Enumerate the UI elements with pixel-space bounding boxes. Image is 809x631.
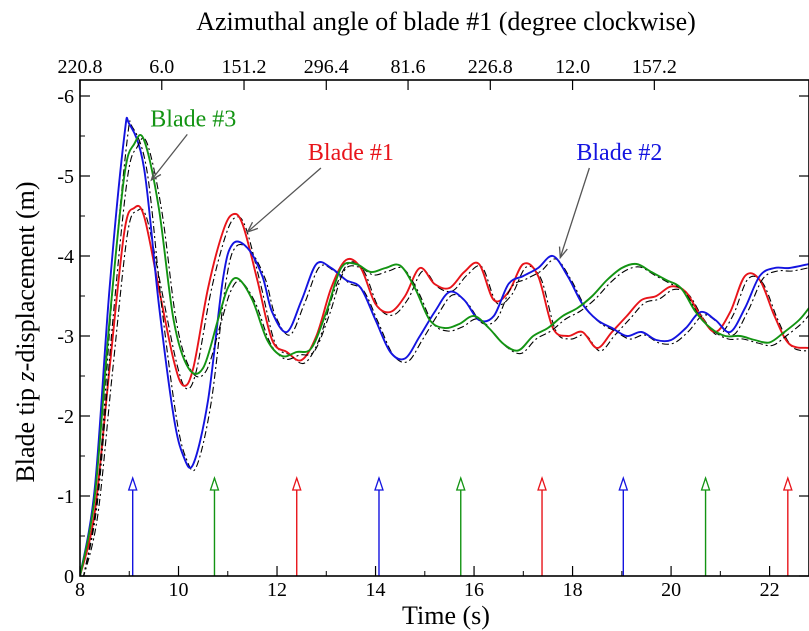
markers-layer	[127, 475, 793, 576]
top-tick-label-7: 157.2	[632, 56, 677, 78]
blade-arrowhead-2	[558, 246, 568, 260]
blade-label-2: Blade #2	[576, 140, 662, 166]
blade-arrow-3	[150, 133, 188, 181]
blade-arrowhead-1	[246, 221, 259, 234]
x-tick-label-0: 8	[75, 579, 85, 601]
blade-arrow-1	[247, 167, 322, 233]
top-tick-label-5: 226.8	[468, 56, 513, 78]
y-tick-label-2: -2	[57, 406, 74, 428]
blade-arrowhead-3	[150, 169, 162, 182]
series-line-blade-2	[80, 116, 809, 576]
marker-arrowhead-2	[209, 475, 220, 491]
top-tick-label-3: 296.4	[304, 56, 349, 78]
x-tick-label-2: 12	[267, 579, 287, 601]
marker-arrowhead-3	[291, 475, 302, 491]
y-tick-label-5: -5	[57, 166, 74, 188]
y-tick-label-1: -1	[57, 486, 74, 508]
reference-curve-3	[83, 137, 809, 576]
annotations-layer: Blade #1 Blade #2 Blade #3	[150, 106, 662, 260]
y-axis-title-suffix: -displacement (m)	[11, 181, 40, 371]
plot-frame	[79, 79, 809, 577]
series-line-blade-3	[80, 134, 809, 576]
top-tick-label-6: 12.0	[555, 56, 590, 78]
x-tick-label-4: 16	[464, 579, 484, 601]
marker-arrowhead-6	[537, 475, 547, 491]
y-tick-label-0: 0	[64, 566, 74, 588]
curves-layer	[80, 116, 809, 576]
y-tick-label-6: -6	[57, 86, 74, 108]
top-axis-title: Azimuthal angle of blade #1 (degree cloc…	[196, 7, 696, 36]
top-tick-label-1: 6.0	[149, 56, 174, 78]
blade-label-1: Blade #1	[308, 140, 394, 166]
marker-arrowhead-8	[700, 475, 711, 491]
y-axis-title-variable: z	[11, 371, 40, 382]
y-tick-label-3: -3	[57, 326, 74, 348]
blade-arrow-2	[559, 167, 590, 258]
series-line-blade-1	[80, 204, 809, 576]
top-tick-label-2: 151.2	[222, 56, 267, 78]
reference-curve-1	[83, 208, 809, 576]
marker-arrowhead-9	[782, 475, 793, 491]
marker-arrowhead-5	[455, 475, 466, 491]
curves-clipped	[80, 116, 809, 576]
y-tick-label-4: -4	[57, 246, 74, 268]
x-tick-label-1: 10	[169, 579, 189, 601]
x-tick-label-6: 20	[661, 579, 681, 601]
x-tick-label-5: 18	[563, 579, 583, 601]
reference-curve-2	[83, 120, 809, 576]
x-axis-title: Time (s)	[402, 601, 490, 630]
marker-arrowhead-7	[618, 475, 629, 491]
ticks-layer: 8 10 12 14 16 18 20 22 0 -1 -2 -3 -4 -5 -6 220.8 6.0 151.…	[57, 56, 809, 601]
top-tick-label-4: 81.6	[391, 56, 426, 78]
x-tick-label-7: 22	[760, 579, 780, 601]
blade-label-3: Blade #3	[150, 106, 236, 132]
y-axis-title: Blade tip z-displacement (m)	[11, 181, 40, 482]
marker-arrowhead-1	[127, 475, 138, 491]
top-tick-label-0: 220.8	[58, 56, 103, 78]
y-axis-title-prefix: Blade tip	[11, 381, 40, 482]
marker-arrowhead-4	[374, 475, 384, 491]
x-tick-label-3: 14	[366, 579, 386, 601]
